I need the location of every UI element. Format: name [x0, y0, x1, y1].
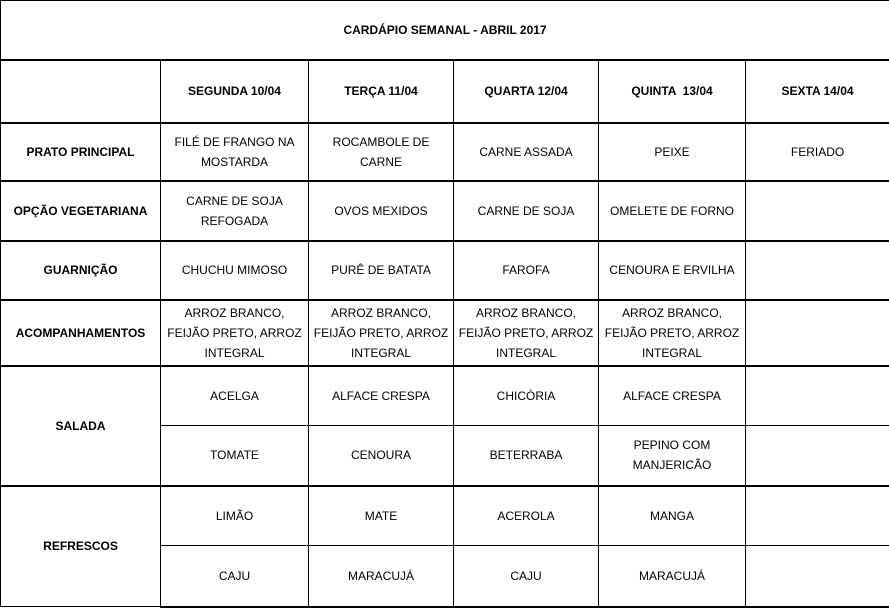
menu-cell: ARROZ BRANCO, FEIJÃO PRETO, ARROZ INTEGR…: [309, 300, 454, 366]
column-header-terca: TERÇA 11/04: [309, 60, 454, 123]
menu-cell: ALFACE CRESPA: [309, 366, 454, 426]
table-row-guarnicao: GUARNIÇÃO CHUCHU MIMOSO PURÊ DE BATATA F…: [1, 241, 889, 300]
menu-cell: FERIADO: [746, 123, 889, 181]
table-row-opcao-vegetariana: OPÇÃO VEGETARIANA CARNE DE SOJA REFOGADA…: [1, 181, 889, 241]
menu-cell: FAROFA: [454, 241, 599, 300]
row-label-guarnicao: GUARNIÇÃO: [1, 241, 161, 300]
menu-cell: CARNE ASSADA: [454, 123, 599, 181]
menu-cell: ACELGA: [161, 366, 309, 426]
menu-cell: [746, 366, 889, 426]
menu-cell: CARNE DE SOJA REFOGADA: [161, 181, 309, 241]
menu-cell: MARACUJÁ: [309, 546, 454, 607]
menu-cell: [746, 486, 889, 546]
menu-cell: [746, 546, 889, 607]
row-label-opcao-vegetariana: OPÇÃO VEGETARIANA: [1, 181, 161, 241]
menu-cell: MANGA: [599, 486, 746, 546]
menu-cell: ROCAMBOLE DE CARNE: [309, 123, 454, 181]
table-row-refrescos-1: REFRESCOS LIMÃO MATE ACEROLA MANGA: [1, 486, 889, 546]
row-label-acompanhamentos: ACOMPANHAMENTOS: [1, 300, 161, 366]
menu-cell: [746, 181, 889, 241]
menu-cell: ARROZ BRANCO, FEIJÃO PRETO, ARROZ INTEGR…: [161, 300, 309, 366]
menu-cell: [746, 241, 889, 300]
column-header-segunda: SEGUNDA 10/04: [161, 60, 309, 123]
menu-cell: CENOURA E ERVILHA: [599, 241, 746, 300]
table-row-salada-1: SALADA ACELGA ALFACE CRESPA CHICÓRIA ALF…: [1, 366, 889, 426]
page-title: CARDÁPIO SEMANAL - ABRIL 2017: [1, 1, 889, 60]
column-header-sexta: SEXTA 14/04: [746, 60, 889, 123]
menu-cell: CHUCHU MIMOSO: [161, 241, 309, 300]
row-label-prato-principal: PRATO PRINCIPAL: [1, 123, 161, 181]
menu-cell: [746, 426, 889, 486]
menu-cell: OMELETE DE FORNO: [599, 181, 746, 241]
menu-cell: CAJU: [454, 546, 599, 607]
menu-cell: TOMATE: [161, 426, 309, 486]
menu-cell: LIMÃO: [161, 486, 309, 546]
table-row-acompanhamentos: ACOMPANHAMENTOS ARROZ BRANCO, FEIJÃO PRE…: [1, 300, 889, 366]
menu-cell: PEIXE: [599, 123, 746, 181]
title-row: CARDÁPIO SEMANAL - ABRIL 2017: [1, 1, 889, 60]
table-row-prato-principal: PRATO PRINCIPAL FILÉ DE FRANGO NA MOSTAR…: [1, 123, 889, 181]
row-label-salada: SALADA: [1, 366, 161, 486]
menu-cell: OVOS MEXIDOS: [309, 181, 454, 241]
header-row: SEGUNDA 10/04 TERÇA 11/04 QUARTA 12/04 Q…: [1, 60, 889, 123]
menu-cell: FILÉ DE FRANGO NA MOSTARDA: [161, 123, 309, 181]
row-label-refrescos: REFRESCOS: [1, 486, 161, 607]
menu-cell: ALFACE CRESPA: [599, 366, 746, 426]
menu-cell: BETERRABA: [454, 426, 599, 486]
menu-cell: ARROZ BRANCO, FEIJÃO PRETO, ARROZ INTEGR…: [454, 300, 599, 366]
menu-cell: CHICÓRIA: [454, 366, 599, 426]
menu-cell: ACEROLA: [454, 486, 599, 546]
menu-cell: PEPINO COM MANJERICÃO: [599, 426, 746, 486]
menu-cell: ARROZ BRANCO, FEIJÃO PRETO, ARROZ INTEGR…: [599, 300, 746, 366]
menu-cell: [746, 300, 889, 366]
column-header-quinta: QUINTA 13/04: [599, 60, 746, 123]
menu-cell: PURÊ DE BATATA: [309, 241, 454, 300]
menu-cell: CARNE DE SOJA: [454, 181, 599, 241]
corner-cell: [1, 60, 161, 123]
menu-cell: CAJU: [161, 546, 309, 607]
column-header-quarta: QUARTA 12/04: [454, 60, 599, 123]
menu-cell: CENOURA: [309, 426, 454, 486]
menu-cell: MARACUJÁ: [599, 546, 746, 607]
menu-cell: MATE: [309, 486, 454, 546]
